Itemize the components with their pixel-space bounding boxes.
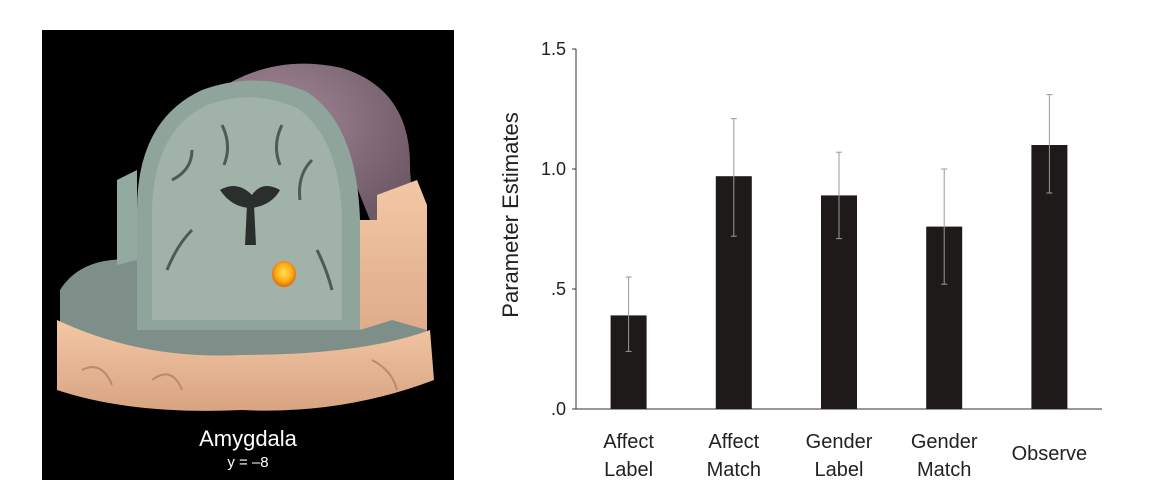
y-axis-label: Parameter Estimates: [498, 112, 523, 317]
bar-chart: Parameter Estimates .0 .5 1.0 1.5 Affect Labe…: [470, 20, 1150, 495]
x-tick-label: Label: [604, 459, 653, 481]
x-tick-label: Affect: [603, 431, 654, 453]
region-coordinate-label: y = –8: [227, 454, 269, 471]
bar-chart-svg: Parameter Estimates .0 .5 1.0 1.5 Affect Labe…: [498, 39, 1102, 481]
region-name-label: Amygdala: [199, 426, 297, 451]
x-tick-label: Match: [917, 459, 971, 481]
x-tick-label: Observe: [1012, 443, 1088, 465]
x-tick-label: Gender: [806, 431, 873, 453]
brain-render-image: [57, 63, 434, 411]
x-tick-label: Affect: [708, 431, 759, 453]
x-tick-label: Match: [707, 459, 761, 481]
brain-figure-panel: Amygdala y = –8: [42, 30, 454, 480]
x-tick-label: Label: [815, 459, 864, 481]
y-tick-label: .0: [551, 399, 566, 419]
x-tick-label: Gender: [911, 431, 978, 453]
y-tick-label: 1.5: [541, 39, 566, 59]
y-tick-label: .5: [551, 279, 566, 299]
y-tick-label: 1.0: [541, 159, 566, 179]
